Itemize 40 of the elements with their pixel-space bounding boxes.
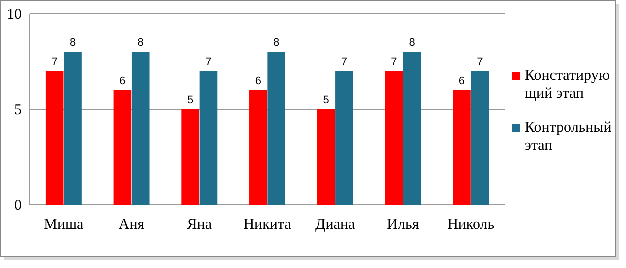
bar [182, 110, 200, 205]
data-label: 8 [274, 37, 280, 50]
data-label: 6 [255, 75, 262, 88]
bar [453, 90, 471, 205]
bar [317, 110, 336, 205]
data-label: 8 [70, 37, 76, 50]
bar [114, 90, 132, 205]
x-tick-label: Диана [316, 217, 356, 233]
bar [471, 71, 490, 205]
data-label: 5 [188, 94, 194, 106]
x-tick-label: Аня [118, 217, 145, 233]
bar [64, 52, 82, 205]
x-tick-label: Миша [44, 217, 84, 233]
bar [250, 90, 268, 205]
y-tick-label: 5 [14, 102, 22, 118]
x-tick-label: Николь [448, 217, 495, 233]
data-label: 8 [138, 37, 144, 50]
data-label: 6 [120, 75, 126, 88]
bar [200, 71, 218, 205]
data-label: 7 [341, 56, 348, 68]
x-tick-label: Илья [387, 217, 420, 233]
bar [268, 52, 286, 205]
x-tick-label: Яна [187, 217, 212, 233]
data-label: 6 [458, 75, 466, 88]
legend-label: Контрольный этап [525, 120, 612, 154]
data-label: 5 [323, 94, 330, 106]
bar [385, 71, 404, 205]
y-tick-label: 0 [14, 198, 22, 214]
y-tick-label: 10 [7, 7, 22, 23]
data-label: 7 [52, 56, 58, 68]
legend-label: Констатирующий этап [525, 68, 610, 102]
data-label: 7 [391, 56, 398, 68]
bar [403, 52, 422, 205]
data-label: 7 [477, 56, 484, 68]
bar [46, 71, 64, 205]
data-label: 7 [206, 56, 212, 68]
x-tick-label: Никита [244, 217, 292, 233]
data-label: 8 [409, 37, 416, 50]
bar [132, 52, 150, 205]
bar [336, 71, 354, 205]
